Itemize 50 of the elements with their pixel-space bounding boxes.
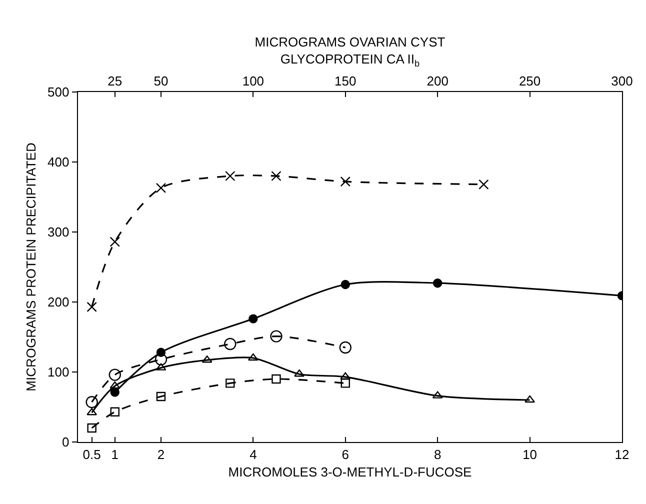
point <box>432 278 442 288</box>
point <box>226 378 235 388</box>
y-axis-title: MICROGRAMS PROTEIN PRECIPITATED <box>24 142 39 392</box>
x2-tick-label: 25 <box>108 74 122 89</box>
x2-tick-label: 50 <box>154 74 168 89</box>
point <box>270 330 282 342</box>
point <box>86 396 98 408</box>
y-tick-label: 100 <box>47 364 70 380</box>
point <box>524 395 536 403</box>
y-tick-label: 200 <box>47 294 70 310</box>
x2-tick-label: 300 <box>611 74 633 89</box>
point <box>272 374 281 384</box>
point <box>225 170 236 182</box>
point <box>156 392 166 402</box>
x2-tick-label: 250 <box>518 74 541 89</box>
point <box>154 353 168 366</box>
x-tick-label: 2 <box>157 446 165 462</box>
y-tick-label: 0 <box>62 434 70 450</box>
point <box>110 388 120 397</box>
point <box>110 381 120 389</box>
x2-tick-label: 150 <box>334 74 356 89</box>
x2-axis-title: MICROGRAMS OVARIAN CYST GLYCOPROTEIN CA II$_{b}$ <box>254 34 446 68</box>
point <box>108 368 121 381</box>
x-tick-label: 6 <box>342 446 350 462</box>
point <box>248 353 258 361</box>
point <box>86 302 97 312</box>
x2-tick-label: 100 <box>242 74 264 89</box>
point <box>340 176 350 187</box>
point <box>156 182 166 193</box>
x-tick-label: 12 <box>614 446 630 462</box>
x-tick-label: 1 <box>111 446 118 462</box>
point <box>110 407 120 416</box>
point <box>271 170 282 182</box>
point <box>224 338 236 350</box>
point <box>87 423 96 433</box>
point <box>478 179 489 190</box>
x-tick-label: 0.5 <box>82 446 101 462</box>
y-tick-label: 300 <box>47 224 70 240</box>
point <box>340 280 350 290</box>
point <box>340 378 350 388</box>
x-tick-label: 4 <box>250 446 257 462</box>
x2-tick-label: 200 <box>426 74 448 89</box>
x-tick-label: 8 <box>434 446 442 462</box>
y-tick-label: 400 <box>47 154 70 170</box>
point <box>339 341 352 354</box>
point <box>110 236 120 247</box>
y-tick-label: 500 <box>47 84 70 100</box>
x-tick-label: 10 <box>522 446 538 462</box>
point <box>248 314 258 324</box>
x-axis-title: MICROMOLES 3-O-METHYL-D-FUCOSE <box>228 464 472 480</box>
